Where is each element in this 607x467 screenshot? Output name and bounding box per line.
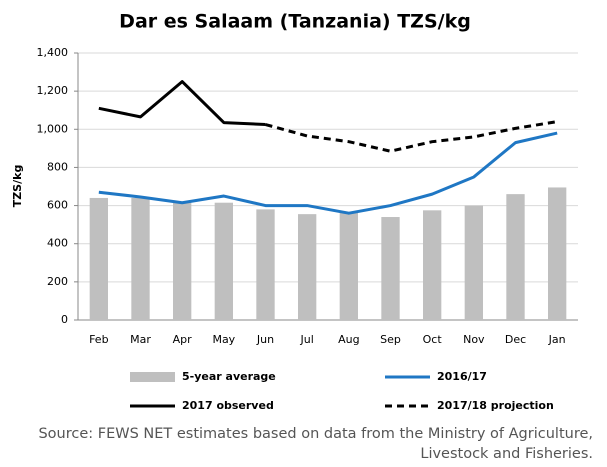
legend-swatch (130, 372, 175, 382)
y-tick-label: 800 (47, 160, 68, 173)
y-tick-label: 400 (47, 237, 68, 250)
x-tick-label: Apr (173, 333, 193, 346)
x-tick-label: Nov (463, 333, 485, 346)
bar (256, 209, 275, 320)
source-note: Source: FEWS NET estimates based on data… (38, 426, 593, 462)
bar (464, 205, 483, 320)
line (98, 131, 558, 215)
x-tick-label: Jan (548, 333, 566, 346)
bar (89, 197, 108, 320)
x-tick-label: Oct (423, 333, 443, 346)
legend-label: 2016/17 (437, 370, 487, 383)
line (265, 120, 558, 153)
chart: Dar es Salaam (Tanzania) TZS/kg TZS/kg 0… (11, 11, 578, 412)
bar (506, 194, 525, 320)
bar (298, 214, 317, 320)
bar (131, 197, 150, 320)
legend-label: 5-year average (182, 370, 276, 383)
bar (339, 212, 358, 320)
legend-label: 2017/18 projection (437, 399, 554, 412)
bar (214, 202, 233, 320)
line (98, 80, 266, 127)
y-axis-label: TZS/kg (11, 165, 24, 208)
x-tick-label: Jun (256, 333, 274, 346)
x-tick-label: Sep (380, 333, 401, 346)
bar (381, 217, 400, 320)
y-tick-label: 200 (47, 275, 68, 288)
x-tick-label: Mar (130, 333, 151, 346)
y-tick-label: 1,000 (37, 122, 69, 135)
x-tick-label: May (212, 333, 235, 346)
y-tick-label: 1,400 (37, 46, 69, 59)
y-tick-label: 1,200 (37, 84, 69, 97)
legend-label: 2017 observed (182, 399, 274, 412)
bar (548, 187, 567, 320)
x-tick-label: Jul (300, 333, 314, 346)
x-tick-label: Aug (338, 333, 359, 346)
chart-title: Dar es Salaam (Tanzania) TZS/kg (119, 11, 471, 33)
y-tick-label: 0 (61, 313, 68, 326)
x-tick-label: Feb (89, 333, 108, 346)
bar (423, 210, 442, 320)
bar (173, 202, 192, 320)
y-tick-label: 600 (47, 199, 68, 212)
x-tick-label: Dec (505, 333, 526, 346)
